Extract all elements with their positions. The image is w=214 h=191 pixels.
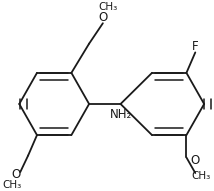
Text: CH₃: CH₃: [3, 180, 22, 190]
Text: O: O: [98, 11, 107, 24]
Text: F: F: [192, 40, 199, 53]
Text: CH₃: CH₃: [192, 171, 211, 181]
Text: NH₂: NH₂: [109, 108, 132, 121]
Text: CH₃: CH₃: [98, 2, 117, 12]
Text: O: O: [12, 168, 21, 181]
Text: O: O: [191, 154, 200, 167]
